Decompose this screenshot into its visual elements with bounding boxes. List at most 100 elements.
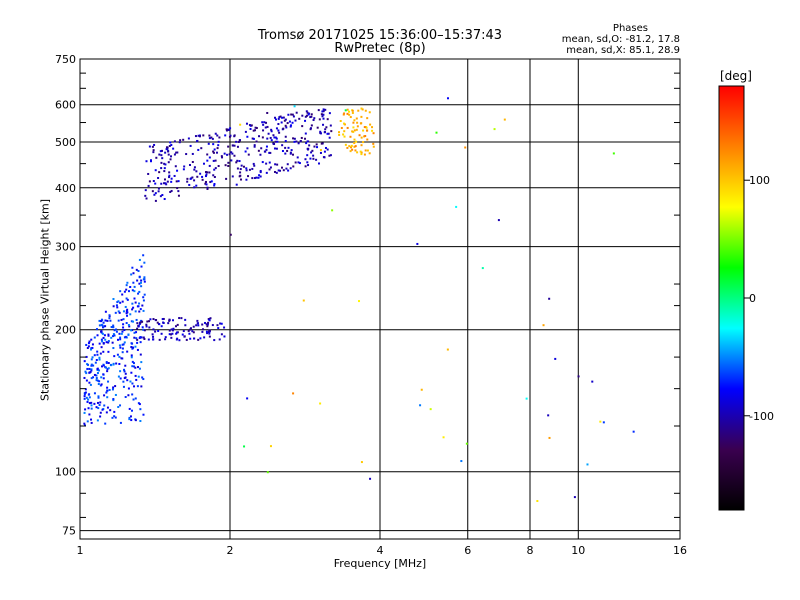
data-point: [259, 169, 262, 172]
data-point: [369, 123, 372, 126]
data-point: [134, 366, 137, 369]
data-point: [110, 326, 113, 329]
data-point: [200, 147, 203, 150]
data-point: [248, 168, 251, 171]
data-point: [98, 324, 101, 327]
data-point: [316, 146, 319, 149]
data-point: [292, 153, 295, 156]
data-point: [218, 136, 221, 139]
data-point: [159, 150, 162, 153]
data-point: [89, 383, 92, 386]
data-point: [118, 311, 121, 314]
data-point: [102, 342, 105, 345]
data-point: [328, 112, 331, 115]
data-point: [158, 171, 161, 174]
data-point: [116, 301, 119, 304]
data-point: [111, 341, 114, 344]
data-point: [111, 388, 114, 391]
data-point: [237, 140, 240, 143]
data-point: [238, 139, 241, 142]
data-point: [168, 171, 171, 174]
data-point: [171, 332, 174, 335]
data-point: [118, 362, 121, 365]
data-point: [295, 111, 298, 114]
data-point: [210, 180, 213, 183]
data-point: [170, 328, 173, 331]
data-point: [208, 335, 211, 338]
data-point: [93, 336, 96, 339]
colorbar-tick-label: -100: [749, 410, 774, 423]
data-point: [137, 402, 140, 405]
data-point: [208, 318, 211, 321]
data-point: [168, 329, 171, 332]
data-point: [305, 110, 308, 113]
data-point: [123, 329, 126, 332]
data-point: [548, 297, 551, 300]
data-point: [100, 320, 103, 323]
data-point: [318, 162, 321, 165]
data-point: [95, 406, 98, 409]
data-point: [284, 135, 287, 138]
data-point: [93, 354, 96, 357]
data-point: [123, 377, 126, 380]
data-point: [342, 122, 345, 125]
data-point: [89, 371, 92, 374]
data-point: [213, 168, 216, 171]
data-point: [326, 148, 329, 151]
data-point: [108, 388, 111, 391]
data-point: [322, 110, 325, 113]
phases-line-x: mean, sd,X: 85.1, 28.9: [566, 45, 680, 56]
data-point: [262, 123, 265, 126]
data-point: [131, 382, 134, 385]
data-point: [289, 125, 292, 128]
data-point: [267, 132, 270, 135]
data-point: [115, 328, 118, 331]
data-point: [136, 348, 139, 351]
data-point: [320, 113, 323, 116]
data-point: [88, 340, 91, 343]
data-point: [184, 318, 187, 321]
data-point: [216, 147, 219, 150]
data-point: [100, 376, 103, 379]
data-point: [214, 167, 217, 170]
data-point: [134, 397, 137, 400]
data-point: [138, 275, 141, 278]
data-point: [121, 343, 124, 346]
data-point: [435, 131, 438, 134]
data-point: [276, 140, 279, 143]
data-point: [186, 180, 189, 183]
data-point: [147, 172, 150, 175]
data-point: [87, 345, 90, 348]
data-point: [221, 156, 224, 159]
data-point: [96, 367, 99, 370]
data-point: [113, 410, 116, 413]
data-point: [107, 333, 110, 336]
data-point: [310, 113, 313, 116]
data-point: [126, 314, 129, 317]
data-point: [98, 380, 101, 383]
data-point: [193, 166, 196, 169]
data-point: [163, 170, 166, 173]
data-point: [105, 361, 108, 364]
data-point: [349, 116, 352, 119]
data-point: [140, 285, 143, 288]
data-point: [212, 143, 215, 146]
data-point: [114, 385, 117, 388]
data-point: [257, 149, 260, 152]
data-point: [429, 408, 432, 411]
data-point: [206, 325, 209, 328]
data-point: [282, 127, 285, 130]
data-point: [213, 339, 216, 342]
data-point: [290, 149, 293, 152]
data-point: [96, 350, 99, 353]
data-point: [86, 367, 89, 370]
data-point: [84, 370, 87, 373]
data-point: [355, 117, 358, 120]
data-point: [235, 183, 238, 186]
data-point: [164, 338, 167, 341]
data-point: [330, 130, 333, 133]
data-point: [95, 377, 98, 380]
data-point: [199, 337, 202, 340]
data-point: [363, 135, 366, 138]
